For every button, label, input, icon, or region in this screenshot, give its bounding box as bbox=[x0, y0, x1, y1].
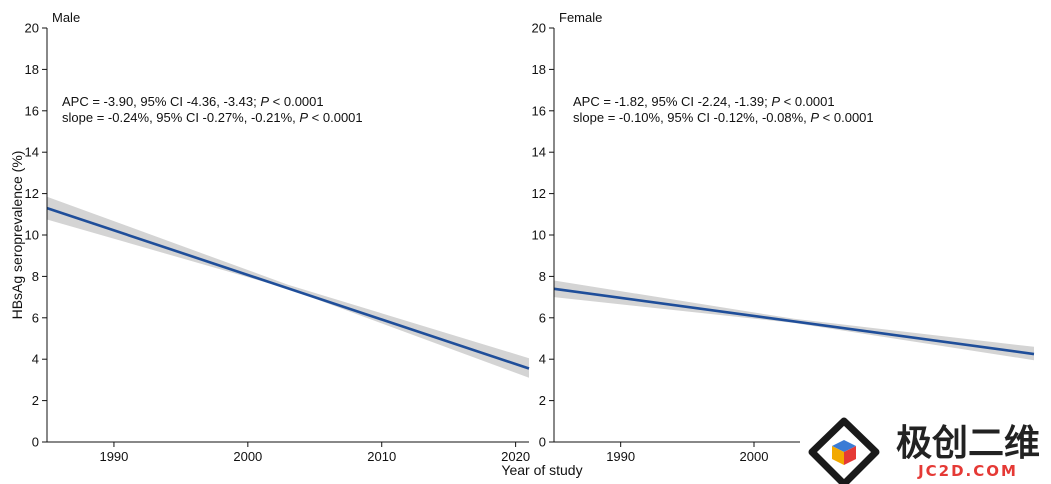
y-ticks-female: 0 2 4 6 8 10 12 14 16 18 20 bbox=[532, 21, 554, 450]
x-ticks-female: 1990 2000 bbox=[606, 442, 768, 464]
y-tick-label: 12 bbox=[25, 186, 39, 201]
apc-annotation-female: APC = -1.82, 95% CI -2.24, -1.39; P < 0.… bbox=[573, 94, 835, 109]
y-tick-label: 16 bbox=[532, 103, 546, 118]
y-tick-label: 0 bbox=[32, 435, 39, 450]
y-tick-label: 2 bbox=[539, 393, 546, 408]
y-tick-label: 16 bbox=[25, 103, 39, 118]
y-tick-label: 18 bbox=[532, 62, 546, 77]
trend-line-female bbox=[553, 287, 1035, 356]
y-tick-label: 18 bbox=[25, 62, 39, 77]
watermark-domain-text: JC2D.COM bbox=[917, 462, 1018, 480]
y-tick-label: 8 bbox=[32, 269, 39, 284]
watermark-cube-right bbox=[844, 446, 856, 465]
watermark-logo: 极创二维 JC2D.COM bbox=[800, 404, 1051, 484]
y-tick-label: 20 bbox=[532, 21, 546, 36]
y-tick-label: 10 bbox=[25, 228, 39, 243]
trend-line-male bbox=[46, 206, 530, 370]
y-tick-label: 12 bbox=[532, 186, 546, 201]
y-tick-label: 2 bbox=[32, 393, 39, 408]
slope-annotation-male: slope = -0.24%, 95% CI -0.27%, -0.21%, P… bbox=[62, 110, 363, 125]
x-tick-label: 2000 bbox=[740, 449, 769, 464]
watermark-cube-left bbox=[832, 446, 844, 465]
x-tick-label: 2010 bbox=[367, 449, 396, 464]
y-tick-label: 8 bbox=[539, 269, 546, 284]
x-tick-label: 1990 bbox=[99, 449, 128, 464]
y-tick-label: 6 bbox=[32, 310, 39, 325]
watermark-chinese-text: 极创二维 bbox=[896, 423, 1040, 464]
x-ticks-male: 1990 2000 2010 2020 bbox=[99, 442, 530, 464]
apc-annotation-male: APC = -3.90, 95% CI -4.36, -3.43; P < 0.… bbox=[62, 94, 324, 109]
panel-title-female: Female bbox=[559, 10, 602, 25]
y-tick-label: 20 bbox=[25, 21, 39, 36]
y-tick-label: 14 bbox=[532, 145, 546, 160]
x-tick-label: 2020 bbox=[501, 449, 530, 464]
panel-female: Female 0 2 4 6 8 10 12 14 16 18 20 1990 2000 APC = … bbox=[532, 10, 1035, 464]
x-tick-label: 2000 bbox=[233, 449, 262, 464]
panel-title-male: Male bbox=[52, 10, 80, 25]
y-tick-label: 0 bbox=[539, 435, 546, 450]
y-tick-label: 4 bbox=[539, 352, 546, 367]
x-axis-label: Year of study bbox=[501, 462, 582, 478]
y-ticks-male: 0 2 4 6 8 10 12 14 16 18 20 bbox=[25, 21, 47, 450]
slope-annotation-female: slope = -0.10%, 95% CI -0.12%, -0.08%, P… bbox=[573, 110, 874, 125]
y-tick-label: 6 bbox=[539, 310, 546, 325]
y-tick-label: 14 bbox=[25, 145, 39, 160]
y-axis-label: HBsAg seroprevalence (%) bbox=[9, 151, 25, 320]
y-tick-label: 4 bbox=[32, 352, 39, 367]
x-tick-label: 1990 bbox=[606, 449, 635, 464]
y-tick-label: 10 bbox=[532, 228, 546, 243]
